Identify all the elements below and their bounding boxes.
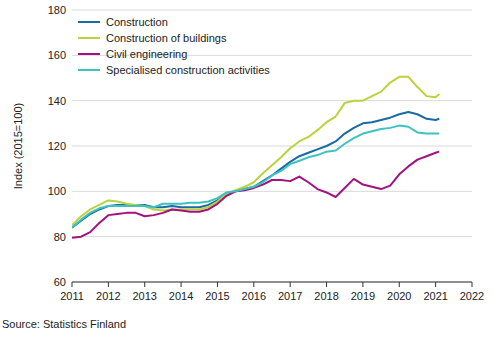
y-axis-label: Index (2015=100) xyxy=(12,103,24,190)
x-tick xyxy=(435,282,436,287)
x-tick-label: 2014 xyxy=(169,290,193,302)
grid-line xyxy=(72,236,472,237)
grid-line xyxy=(72,191,472,192)
x-tick-label: 2016 xyxy=(242,290,266,302)
y-tick-label: 180 xyxy=(48,4,66,16)
x-tick xyxy=(399,282,400,287)
x-axis xyxy=(72,282,472,283)
x-tick xyxy=(72,282,73,287)
x-tick xyxy=(217,282,218,287)
series-line xyxy=(72,112,439,228)
x-tick-label: 2020 xyxy=(387,290,411,302)
grid-line xyxy=(72,146,472,147)
x-tick-label: 2021 xyxy=(423,290,447,302)
x-tick-label: 2019 xyxy=(351,290,375,302)
grid-line xyxy=(72,10,472,11)
series-line xyxy=(72,152,439,238)
x-tick xyxy=(362,282,363,287)
y-tick-label: 100 xyxy=(48,185,66,197)
chart: 60 80 100 120 140 160 180 2011 2012 2013 2014 2015 2… xyxy=(0,0,493,340)
x-tick-label: 2018 xyxy=(314,290,338,302)
grid-line xyxy=(72,282,472,283)
series-line xyxy=(72,77,439,225)
y-tick-label: 120 xyxy=(48,140,66,152)
x-tick xyxy=(108,282,109,287)
source: Source: Statistics Finland xyxy=(2,318,126,330)
legend-label: Construction of buildings xyxy=(106,32,227,44)
plot-area xyxy=(72,77,439,238)
x-tick xyxy=(181,282,182,287)
y-tick-label: 140 xyxy=(48,95,66,107)
x-tick xyxy=(290,282,291,287)
legend: Construction Construction of buildings Civ… xyxy=(78,16,270,76)
y-tick-label: 60 xyxy=(54,276,66,288)
grid-line xyxy=(72,100,472,101)
legend-label: Civil engineering xyxy=(106,48,187,60)
legend-swatch xyxy=(78,21,100,23)
x-tick xyxy=(472,282,473,287)
x-tick xyxy=(326,282,327,287)
legend-swatch xyxy=(78,53,100,55)
x-tick-label: 2022 xyxy=(460,290,484,302)
y-tick-label: 80 xyxy=(54,231,66,243)
series-line xyxy=(72,126,439,228)
x-tick-label: 2012 xyxy=(96,290,120,302)
legend-swatch xyxy=(78,37,100,39)
x-tick-label: 2015 xyxy=(205,290,229,302)
x-tick-label: 2013 xyxy=(132,290,156,302)
x-tick xyxy=(144,282,145,287)
y-tick-label: 160 xyxy=(48,49,66,61)
x-tick-label: 2011 xyxy=(60,290,84,302)
x-tick-label: 2017 xyxy=(278,290,302,302)
x-tick xyxy=(253,282,254,287)
legend-label: Construction xyxy=(106,16,168,28)
legend-label: Specialised construction activities xyxy=(106,64,270,76)
legend-swatch xyxy=(78,69,100,71)
